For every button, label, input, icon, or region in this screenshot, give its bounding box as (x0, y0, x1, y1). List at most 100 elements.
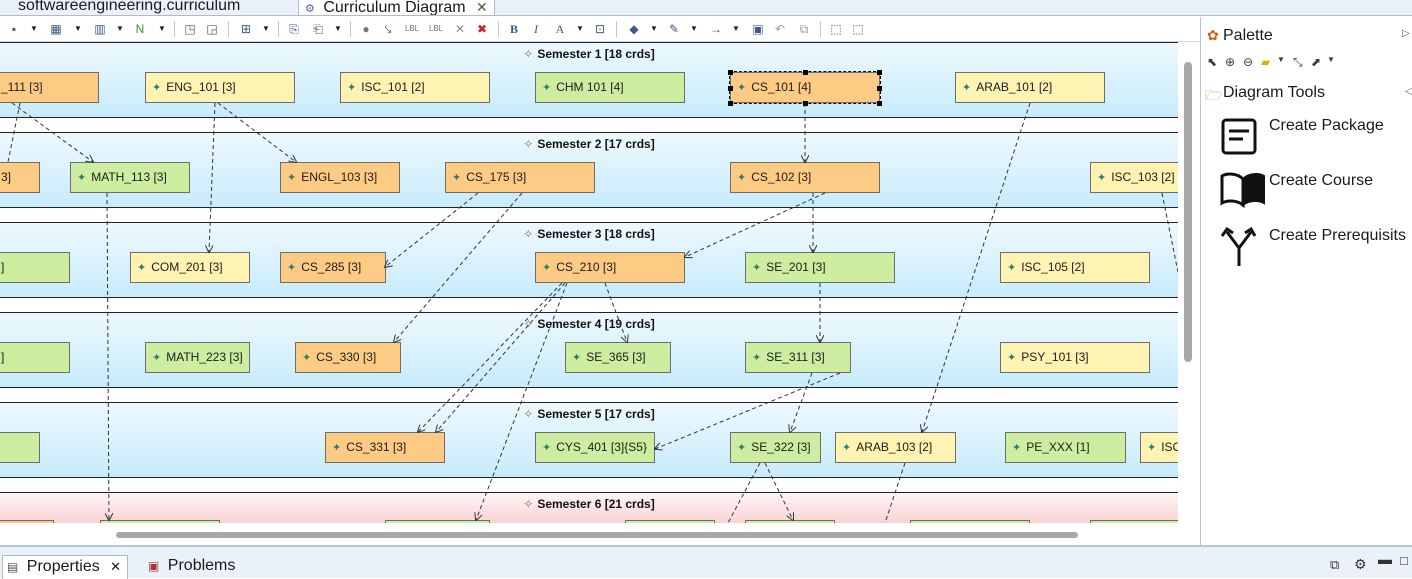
filter-icon[interactable]: ⤥ (384, 22, 392, 36)
create-package-tool[interactable]: Create Package (1269, 117, 1384, 134)
select-tool-icon[interactable]: ⬉ (1207, 55, 1218, 69)
settings-icon[interactable]: ⚙ (1354, 556, 1367, 572)
package-icon[interactable] (1219, 117, 1259, 157)
paste-format-icon[interactable]: ⎗ (313, 22, 323, 36)
format-icon[interactable]: ◳ (184, 22, 196, 36)
arrange-all-icon[interactable]: ⊞ (240, 22, 252, 36)
create-course-tool[interactable]: Create Course (1269, 172, 1374, 189)
course-box[interactable]: ✦ CS_331 [3] (325, 432, 445, 463)
course-box[interactable]: ✦ ENG_101 [3] (145, 72, 295, 103)
course-box[interactable] (385, 520, 490, 523)
book-icon[interactable] (1219, 169, 1267, 209)
pin-icon[interactable]: ● (362, 22, 370, 36)
align-icon[interactable]: ▥ (94, 22, 106, 36)
selection-handle[interactable] (877, 101, 882, 106)
copy-format-icon[interactable]: ⎘ (289, 22, 299, 36)
arrow-icon[interactable]: → (710, 22, 722, 36)
course-box[interactable]: ✦ SE_311 [3] (745, 342, 851, 373)
chevron-down-icon[interactable]: ▼ (732, 24, 740, 33)
maximize-icon[interactable]: □ (1400, 553, 1408, 568)
chevron-down-icon[interactable]: ▼ (262, 24, 270, 33)
selection-handle[interactable] (728, 101, 733, 106)
remove-from-model-icon[interactable]: ✖ (476, 22, 488, 36)
select-icon[interactable]: ▪ (11, 22, 17, 36)
course-box[interactable]: ✦ COM_201 [3] (130, 252, 250, 283)
zoom-icon[interactable]: ▣ (752, 22, 764, 36)
tab-problems[interactable]: ▣ Problems (148, 557, 235, 575)
chevron-down-icon[interactable]: ▼ (334, 24, 342, 33)
italic-icon[interactable]: I (534, 22, 538, 36)
course-box[interactable]: ✦ CS_330 [3] (295, 342, 401, 373)
route-icon[interactable]: N (135, 22, 145, 36)
course-box[interactable]: ✦ ISC_105 [2] (1000, 252, 1150, 283)
tab-curriculum-diagram[interactable]: ⚙ Curriculum Diagram ✕ (298, 0, 495, 15)
fork-arrow-icon[interactable] (1219, 224, 1259, 268)
arrange-icon[interactable]: ▦ (50, 22, 62, 36)
course-box[interactable] (1090, 520, 1178, 523)
course-box[interactable]: ✦ PSY_101 [3] (1000, 342, 1150, 373)
chevron-down-icon[interactable]: ▼ (1277, 55, 1285, 64)
selection-handle[interactable] (728, 86, 733, 91)
chevron-down-icon[interactable]: ▼ (576, 24, 584, 33)
select-all-icon[interactable]: ⬚ (830, 22, 842, 36)
course-box[interactable]: ✦ ARAB_101 [2] (955, 72, 1105, 103)
course-box[interactable]: ✦ SE_322 [3] (730, 432, 821, 463)
vertical-scroll-thumb[interactable] (1184, 62, 1192, 362)
layout-icon[interactable]: ◲ (206, 22, 218, 36)
close-icon[interactable]: ✕ (476, 0, 488, 15)
select-connections-icon[interactable]: ⬚ (852, 22, 864, 36)
horizontal-scroll-thumb[interactable] (116, 532, 1078, 538)
tab-properties[interactable]: ▤ Properties ✕ (2, 555, 129, 579)
chevron-down-icon[interactable]: ▼ (116, 24, 124, 33)
course-box[interactable]: ✦ ISC_101 [2] (340, 72, 490, 103)
diagram-canvas[interactable]: ✧ Semester 1 [18 crds] ✧ Semester 2 [17 cr… (0, 42, 1178, 523)
course-box[interactable]: ✦ CS_210 [3] (535, 252, 685, 283)
tab-softwareengineering-curriculum[interactable]: softwareengineering.curriculum (12, 0, 246, 15)
close-icon[interactable]: ✕ (110, 559, 122, 574)
course-box[interactable]: ✦ PE_XXX [1] (1005, 432, 1126, 463)
course-box[interactable] (0, 520, 54, 523)
create-prerequisits-tool[interactable]: Create Prerequisits (1269, 227, 1406, 244)
course-box[interactable] (100, 520, 220, 523)
course-box[interactable]: _111 [3] (0, 72, 99, 103)
zoom-out-icon[interactable]: ⊖ (1243, 55, 1254, 69)
chevron-left-icon[interactable]: ◁ (1405, 86, 1412, 97)
selection-handle[interactable] (877, 86, 882, 91)
zoom-in-icon[interactable]: ⊕ (1225, 55, 1236, 69)
semester-lane-2[interactable]: ✧ Semester 2 [17 crds] (0, 132, 1178, 208)
course-box[interactable]: ] (0, 342, 70, 373)
selection-handle[interactable] (728, 70, 733, 75)
course-box[interactable]: ✦ISC (1140, 432, 1178, 463)
undo-icon[interactable]: ↶ (774, 22, 786, 36)
hide-label-icon[interactable]: LBL (428, 24, 444, 33)
label-icon[interactable]: LBL (404, 24, 420, 33)
fill-color-icon[interactable]: ◆ (629, 22, 639, 36)
course-box-selected[interactable]: ✦ CS_101 [4] (729, 71, 881, 104)
course-box[interactable]: ✦ ARAB_103 [2] (835, 432, 956, 463)
note-attachment-icon[interactable]: ⤡ (1293, 55, 1303, 69)
diagram-tools-drawer[interactable]: Diagram Tools (1223, 84, 1325, 101)
course-box[interactable] (625, 520, 715, 523)
chevron-down-icon[interactable]: ▼ (74, 24, 82, 33)
course-box[interactable]: ✦ CS_175 [3] (445, 162, 595, 193)
chevron-down-icon[interactable]: ▼ (690, 24, 698, 33)
course-box[interactable]: ✦ SE_365 [3] (565, 342, 671, 373)
line-color-icon[interactable]: ✎ (668, 22, 680, 36)
course-box[interactable]: ] (0, 252, 70, 283)
course-box[interactable]: ✦ MATH_223 [3] (145, 342, 250, 373)
course-box[interactable]: ✦ CYS_401 [3]{S5} (535, 432, 655, 463)
minimize-icon[interactable]: ▬ (1378, 551, 1392, 567)
bold-icon[interactable]: B (509, 22, 518, 36)
font-icon[interactable]: ⊡ (594, 22, 606, 36)
selection-handle[interactable] (803, 70, 808, 75)
font-color-icon[interactable]: A (555, 22, 565, 36)
chevron-down-icon[interactable]: ▼ (1327, 55, 1335, 64)
course-box[interactable] (910, 520, 1030, 523)
chevron-down-icon[interactable]: ▼ (158, 24, 166, 33)
course-box[interactable]: ✦ MATH_113 [3] (70, 162, 190, 193)
chevron-down-icon[interactable]: ▼ (650, 24, 658, 33)
semester-lane-6[interactable]: ✧ Semester 6 [21 crds] (0, 492, 1178, 523)
note-icon[interactable]: ▰ (1261, 55, 1271, 69)
new-window-icon[interactable]: ⧉ (1330, 557, 1340, 572)
selection-handle[interactable] (877, 70, 882, 75)
